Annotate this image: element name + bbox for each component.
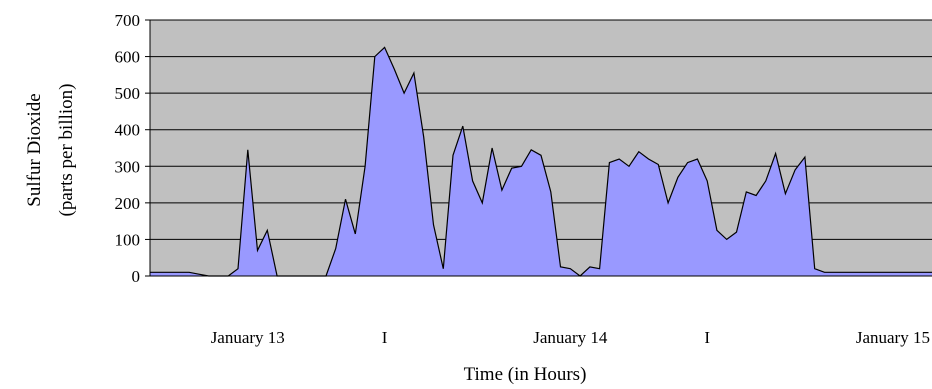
x-tick-label: January 15 — [856, 328, 930, 347]
x-tick-label: I — [382, 328, 388, 347]
y-tick-label: 300 — [115, 157, 141, 176]
x-tick-label: January 14 — [533, 328, 608, 347]
sulfur-dioxide-area — [150, 47, 932, 277]
y-axis-ticks: 0 100 200 300 400 500 600 700 — [115, 11, 150, 286]
y-tick-label: 600 — [115, 48, 141, 67]
y-axis-label-line-1: Sulfur Dioxide — [24, 93, 45, 206]
x-tick-label: January 13 — [211, 328, 285, 347]
x-tick-label: I — [704, 328, 710, 347]
y-tick-label: 500 — [115, 84, 141, 103]
y-tick-label: 0 — [132, 267, 141, 286]
y-axis-label-line-2: (parts per billion) — [56, 84, 77, 217]
y-tick-label: 400 — [115, 121, 141, 140]
y-tick-label: 100 — [115, 230, 141, 249]
y-tick-label: 200 — [115, 194, 141, 213]
y-tick-label: 700 — [115, 11, 141, 30]
x-axis-label: Time (in Hours) — [464, 364, 587, 385]
x-axis-category-labels: January 13 I January 14 I January 15 — [211, 328, 930, 347]
